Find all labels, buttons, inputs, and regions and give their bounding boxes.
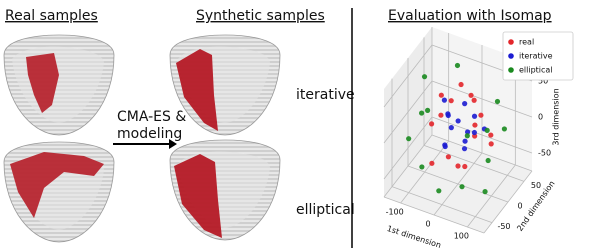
legend-marker [508, 39, 514, 45]
z-tick-label: 0 [538, 113, 543, 122]
point [443, 144, 448, 149]
point [459, 184, 464, 189]
method-name: elliptical [296, 202, 355, 218]
x-tick-label: 100 [454, 232, 469, 241]
x-axis-label: 1st dimension [386, 224, 442, 248]
legend-marker [508, 53, 514, 59]
legend-marker [508, 67, 514, 73]
figure: Real samples Synthetic samples CMA-ES & … [0, 0, 602, 248]
point [472, 130, 477, 135]
method-name: iterative [296, 87, 355, 103]
point [502, 126, 507, 131]
x-tick-label: -100 [386, 208, 404, 217]
point [449, 125, 454, 130]
point [486, 158, 491, 163]
point [472, 98, 477, 103]
point [425, 108, 430, 113]
x-tick-label: 0 [425, 220, 430, 229]
point [482, 189, 487, 194]
point [462, 146, 467, 151]
point [455, 63, 460, 68]
legend-label: real [519, 38, 534, 47]
legend-label: elliptical [519, 66, 553, 75]
point [456, 118, 461, 123]
point [446, 154, 451, 159]
point [478, 113, 483, 118]
point [488, 132, 493, 137]
point [419, 110, 424, 115]
point [438, 113, 443, 118]
chart-title: Evaluation with Isomap [388, 8, 552, 24]
point [468, 93, 473, 98]
real-sample-2 [4, 142, 114, 242]
point [462, 164, 467, 169]
point [429, 121, 434, 126]
method-label: CMA-ES & [117, 109, 186, 125]
point [462, 101, 467, 106]
point [449, 98, 454, 103]
point [462, 139, 467, 144]
synthetic-sample-2 [170, 140, 280, 240]
y-tick-label: 0 [517, 202, 522, 211]
point [489, 141, 494, 146]
point [495, 99, 500, 104]
z-tick-label: -50 [538, 149, 551, 158]
point [406, 136, 411, 141]
real-title: Real samples [5, 8, 98, 24]
y-tick-label: -50 [497, 222, 510, 231]
point [465, 133, 470, 138]
z-axis-label: 3rd dimension [552, 88, 561, 145]
point [472, 114, 477, 119]
point [458, 82, 463, 87]
synthetic-title: Synthetic samples [196, 8, 325, 24]
point [422, 74, 427, 79]
point [472, 122, 477, 127]
method-label: modeling [117, 126, 182, 142]
point [439, 93, 444, 98]
point [442, 98, 447, 103]
synthetic-sample-1 [170, 35, 280, 135]
point [446, 113, 451, 118]
point [455, 163, 460, 168]
point [436, 188, 441, 193]
point [429, 161, 434, 166]
real-sample-1 [4, 35, 114, 135]
legend-label: iterative [519, 52, 553, 61]
point [485, 128, 490, 133]
y-tick-label: 50 [531, 181, 541, 190]
point [419, 164, 424, 169]
